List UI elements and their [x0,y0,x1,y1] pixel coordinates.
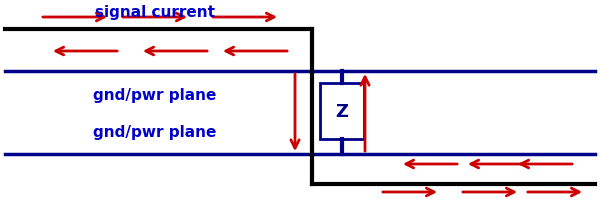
Text: gnd/pwr plane: gnd/pwr plane [94,88,217,102]
Text: gnd/pwr plane: gnd/pwr plane [94,124,217,139]
Text: signal current: signal current [95,5,215,20]
Text: Z: Z [335,102,349,120]
FancyBboxPatch shape [320,84,364,139]
